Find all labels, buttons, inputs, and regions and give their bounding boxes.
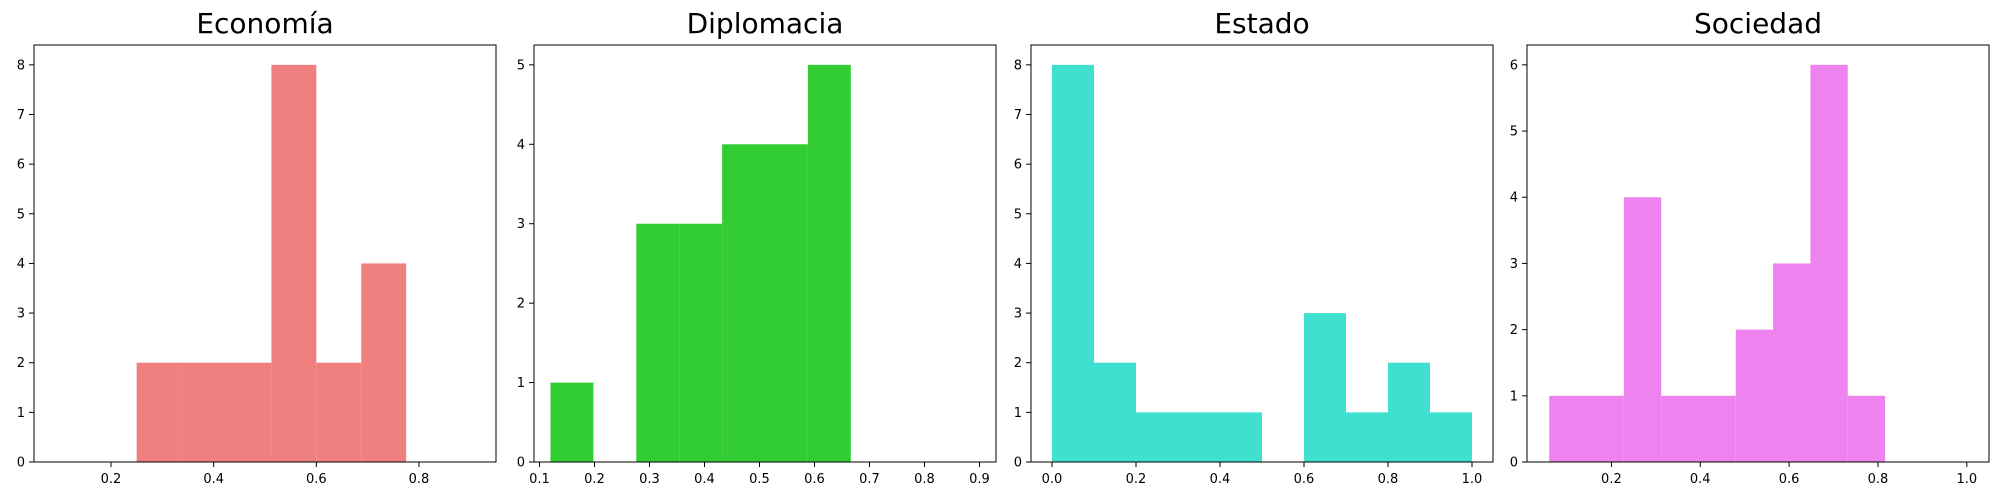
- x-tick-label: 0.8: [409, 472, 430, 487]
- x-tick-label: 1.0: [1462, 472, 1483, 487]
- y-tick-label: 0: [17, 456, 25, 471]
- y-tick-label: 7: [17, 108, 25, 123]
- histogram-panel-3: Estado 0.0 0.2 0.4 0.6 0.8 1.0 0 1 2 3 4 5 6 7 8: [1014, 7, 1494, 487]
- y-tick-label: 8: [1014, 58, 1022, 73]
- histogram-bar: [1136, 412, 1178, 462]
- y-tick-label: 2: [517, 297, 525, 312]
- x-tick-label: 0.1: [529, 472, 550, 487]
- y-tick-label: 3: [1510, 257, 1518, 272]
- y-tick-label: 8: [17, 58, 25, 73]
- histogram-bar: [1810, 64, 1848, 462]
- y-tick-label: 2: [1510, 323, 1518, 338]
- panel-title: Sociedad: [1694, 7, 1822, 40]
- y-tick-label: 2: [1014, 356, 1022, 371]
- y-tick-label: 4: [1014, 257, 1022, 272]
- histogram-bar: [1773, 263, 1811, 462]
- y-tick-label: 4: [1510, 191, 1518, 206]
- panel-title: Estado: [1214, 7, 1309, 40]
- histogram-bar: [807, 64, 851, 462]
- x-tick-label: 0.6: [804, 472, 825, 487]
- histogram-panel-1: Economía 0.2 0.4 0.6 0.8 0 1 2 3 4 5 6 7 8: [17, 7, 497, 487]
- y-tick-label: 7: [1014, 108, 1022, 123]
- y-tick-label: 0: [1510, 456, 1518, 471]
- x-tick-label: 0.3: [639, 472, 660, 487]
- x-tick-label: 0.9: [969, 472, 990, 487]
- histogram-bar: [361, 263, 407, 462]
- histogram-bar: [316, 362, 362, 462]
- histogram-bar: [1178, 412, 1220, 462]
- histogram-bar: [765, 144, 808, 463]
- histogram-panel-4: Sociedad 0.2 0.4 0.6 0.8 1.0 0 1 2 3 4 5 6: [1510, 7, 1990, 487]
- histogram-bar: [1052, 64, 1094, 462]
- histogram-bar: [1094, 362, 1136, 462]
- y-tick-label: 3: [517, 217, 525, 232]
- x-tick-label: 0.4: [694, 472, 715, 487]
- y-tick-label: 3: [1014, 307, 1022, 322]
- histogram-bar: [226, 362, 272, 462]
- y-tick-label: 0: [1014, 456, 1022, 471]
- y-tick-label: 5: [17, 207, 25, 222]
- x-tick-label: 0.4: [203, 472, 224, 487]
- x-tick-label: 0.6: [306, 472, 327, 487]
- x-tick-label: 0.8: [1378, 472, 1399, 487]
- histogram-bar: [1847, 395, 1886, 462]
- histogram-bar: [1661, 395, 1699, 462]
- y-tick-label: 0: [517, 456, 525, 471]
- x-tick-label: 0.7: [859, 472, 880, 487]
- x-tick-label: 0.2: [101, 472, 122, 487]
- x-tick-label: 0.8: [914, 472, 935, 487]
- x-tick-label: 0.2: [1126, 472, 1147, 487]
- histogram-bar: [1549, 395, 1587, 462]
- panel-title: Economía: [196, 7, 333, 40]
- x-tick-label: 0.2: [1601, 472, 1622, 487]
- y-tick-label: 6: [1510, 58, 1518, 73]
- histogram-bar: [1304, 313, 1346, 462]
- x-tick-label: 1.0: [1956, 472, 1977, 487]
- histogram-panel-2: Diplomacia 0.1 0.2 0.3 0.4 0.5 0.6 0.7 0.8 0.9 0 1 2…: [517, 7, 997, 487]
- y-tick-label: 1: [1510, 389, 1518, 404]
- x-tick-label: 0.0: [1042, 472, 1063, 487]
- y-tick-label: 6: [1014, 158, 1022, 173]
- histogram-bar: [1698, 395, 1736, 462]
- x-tick-label: 0.8: [1868, 472, 1889, 487]
- y-tick-label: 2: [17, 356, 25, 371]
- y-tick-label: 4: [517, 138, 525, 153]
- histogram-bar: [1388, 362, 1430, 462]
- histogram-bar: [1430, 412, 1472, 462]
- axes-frame: [533, 44, 997, 463]
- histogram-bar: [181, 362, 227, 462]
- panel-title: Diplomacia: [687, 7, 844, 40]
- x-tick-label: 0.5: [749, 472, 770, 487]
- y-tick-label: 5: [1014, 207, 1022, 222]
- x-tick-label: 0.4: [1210, 472, 1231, 487]
- y-tick-label: 1: [17, 406, 25, 421]
- axes-frame: [33, 44, 497, 463]
- histogram-bar: [1220, 412, 1262, 462]
- histogram-bar: [722, 144, 765, 463]
- histogram-bar: [1623, 197, 1662, 462]
- axes-frame: [1030, 44, 1494, 463]
- axes-frame: [1526, 44, 1990, 463]
- x-tick-label: 0.6: [1779, 472, 1800, 487]
- y-tick-label: 5: [517, 58, 525, 73]
- histogram-bar: [136, 362, 182, 462]
- y-tick-label: 1: [1014, 406, 1022, 421]
- histogram-bar: [636, 223, 680, 462]
- y-tick-label: 1: [517, 376, 525, 391]
- y-tick-label: 3: [17, 307, 25, 322]
- histogram-bar: [679, 223, 723, 462]
- x-tick-label: 0.6: [1294, 472, 1315, 487]
- x-tick-label: 0.4: [1690, 472, 1711, 487]
- x-tick-label: 0.2: [584, 472, 605, 487]
- histogram-bar: [1346, 412, 1388, 462]
- y-tick-label: 5: [1510, 125, 1518, 140]
- y-tick-label: 6: [17, 158, 25, 173]
- histogram-bar: [1586, 395, 1624, 462]
- histogram-bar: [271, 64, 317, 462]
- histogram-bar: [1735, 329, 1774, 462]
- y-tick-label: 4: [17, 257, 25, 272]
- histogram-bar: [550, 382, 594, 462]
